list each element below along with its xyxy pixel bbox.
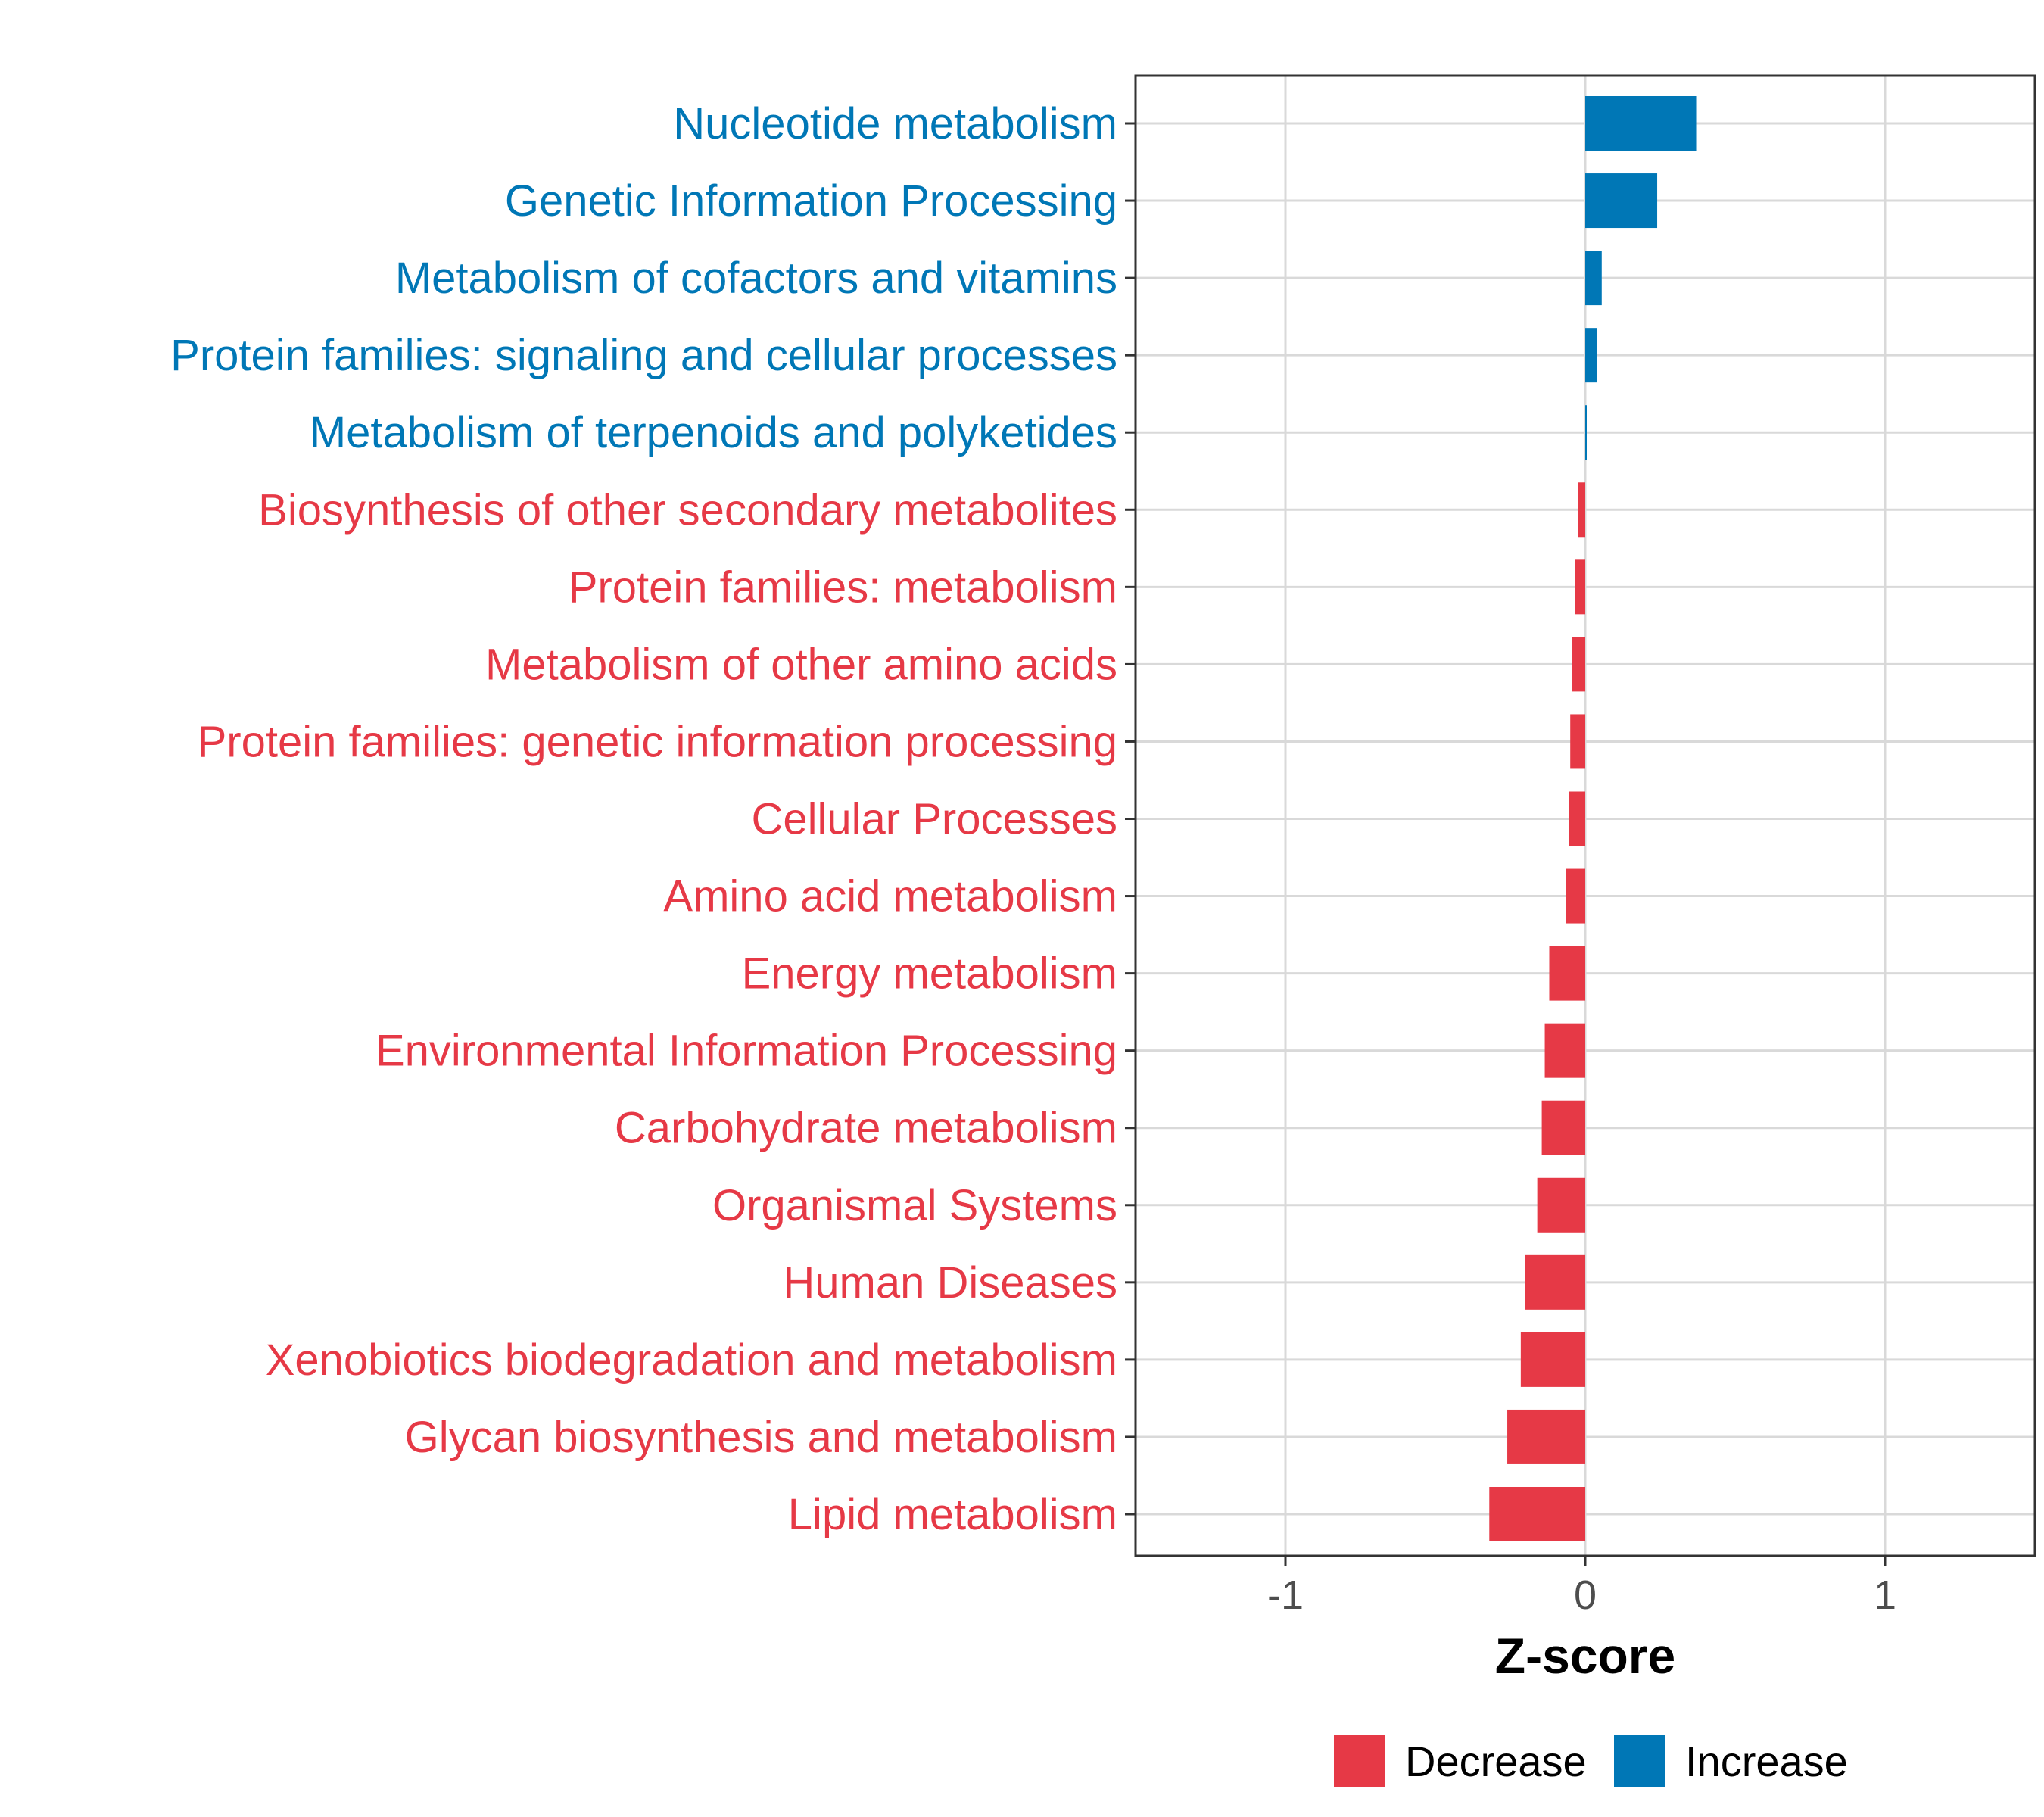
x-axis-ticks: -1 0 1 bbox=[1267, 1556, 1896, 1618]
category-label: Glycan biosynthesis and metabolism bbox=[405, 1413, 1117, 1462]
category-labels: Nucleotide metabolism Genetic Information… bbox=[170, 99, 1117, 1539]
category-label: Xenobiotics biodegradation and metabolis… bbox=[266, 1335, 1117, 1385]
bar bbox=[1585, 96, 1697, 151]
x-tick-label: 0 bbox=[1574, 1572, 1597, 1618]
legend-key-increase bbox=[1614, 1735, 1665, 1787]
category-label: Organismal Systems bbox=[712, 1181, 1117, 1230]
x-tick-label: -1 bbox=[1267, 1572, 1304, 1618]
bar bbox=[1585, 328, 1597, 383]
legend-key-decrease bbox=[1334, 1735, 1385, 1787]
x-axis-title: Z-score bbox=[1495, 1628, 1675, 1684]
bar bbox=[1585, 251, 1602, 306]
bar bbox=[1585, 405, 1587, 460]
category-label: Genetic Information Processing bbox=[505, 176, 1117, 226]
legend-label-increase: Increase bbox=[1685, 1738, 1848, 1785]
category-label: Biosynthesis of other secondary metaboli… bbox=[258, 485, 1117, 535]
category-label: Protein families: genetic information pr… bbox=[198, 717, 1117, 766]
category-label: Protein families: signaling and cellular… bbox=[170, 331, 1117, 380]
bar bbox=[1575, 559, 1585, 615]
category-label: Amino acid metabolism bbox=[663, 872, 1117, 921]
bars bbox=[1489, 96, 1697, 1541]
category-label: Metabolism of cofactors and vitamins bbox=[395, 254, 1117, 303]
bar bbox=[1549, 946, 1585, 1001]
category-label: Energy metabolism bbox=[742, 949, 1117, 999]
category-label: Nucleotide metabolism bbox=[673, 99, 1117, 148]
category-label: Protein families: metabolism bbox=[569, 563, 1117, 612]
legend: Decrease Increase bbox=[1334, 1735, 1848, 1787]
y-axis-ticks bbox=[1125, 122, 1136, 1516]
x-tick-label: 1 bbox=[1874, 1572, 1896, 1618]
bar bbox=[1544, 1023, 1585, 1078]
bar bbox=[1578, 482, 1585, 538]
bar bbox=[1525, 1254, 1585, 1310]
bar bbox=[1520, 1332, 1585, 1387]
bar bbox=[1572, 637, 1585, 692]
bar bbox=[1570, 714, 1585, 769]
category-label: Metabolism of terpenoids and polyketides bbox=[310, 408, 1117, 457]
bar bbox=[1585, 173, 1658, 229]
category-label: Metabolism of other amino acids bbox=[485, 640, 1117, 689]
bar bbox=[1541, 1100, 1585, 1155]
bar bbox=[1507, 1409, 1585, 1464]
category-label: Cellular Processes bbox=[751, 795, 1117, 844]
category-label: Human Diseases bbox=[783, 1258, 1117, 1307]
bar bbox=[1537, 1177, 1585, 1233]
category-label: Environmental Information Processing bbox=[375, 1027, 1117, 1076]
legend-label-decrease: Decrease bbox=[1405, 1738, 1587, 1785]
bar bbox=[1569, 791, 1585, 846]
category-label: Carbohydrate metabolism bbox=[615, 1104, 1117, 1153]
category-label: Lipid metabolism bbox=[788, 1490, 1117, 1539]
bar bbox=[1489, 1487, 1585, 1541]
bar bbox=[1566, 868, 1585, 924]
